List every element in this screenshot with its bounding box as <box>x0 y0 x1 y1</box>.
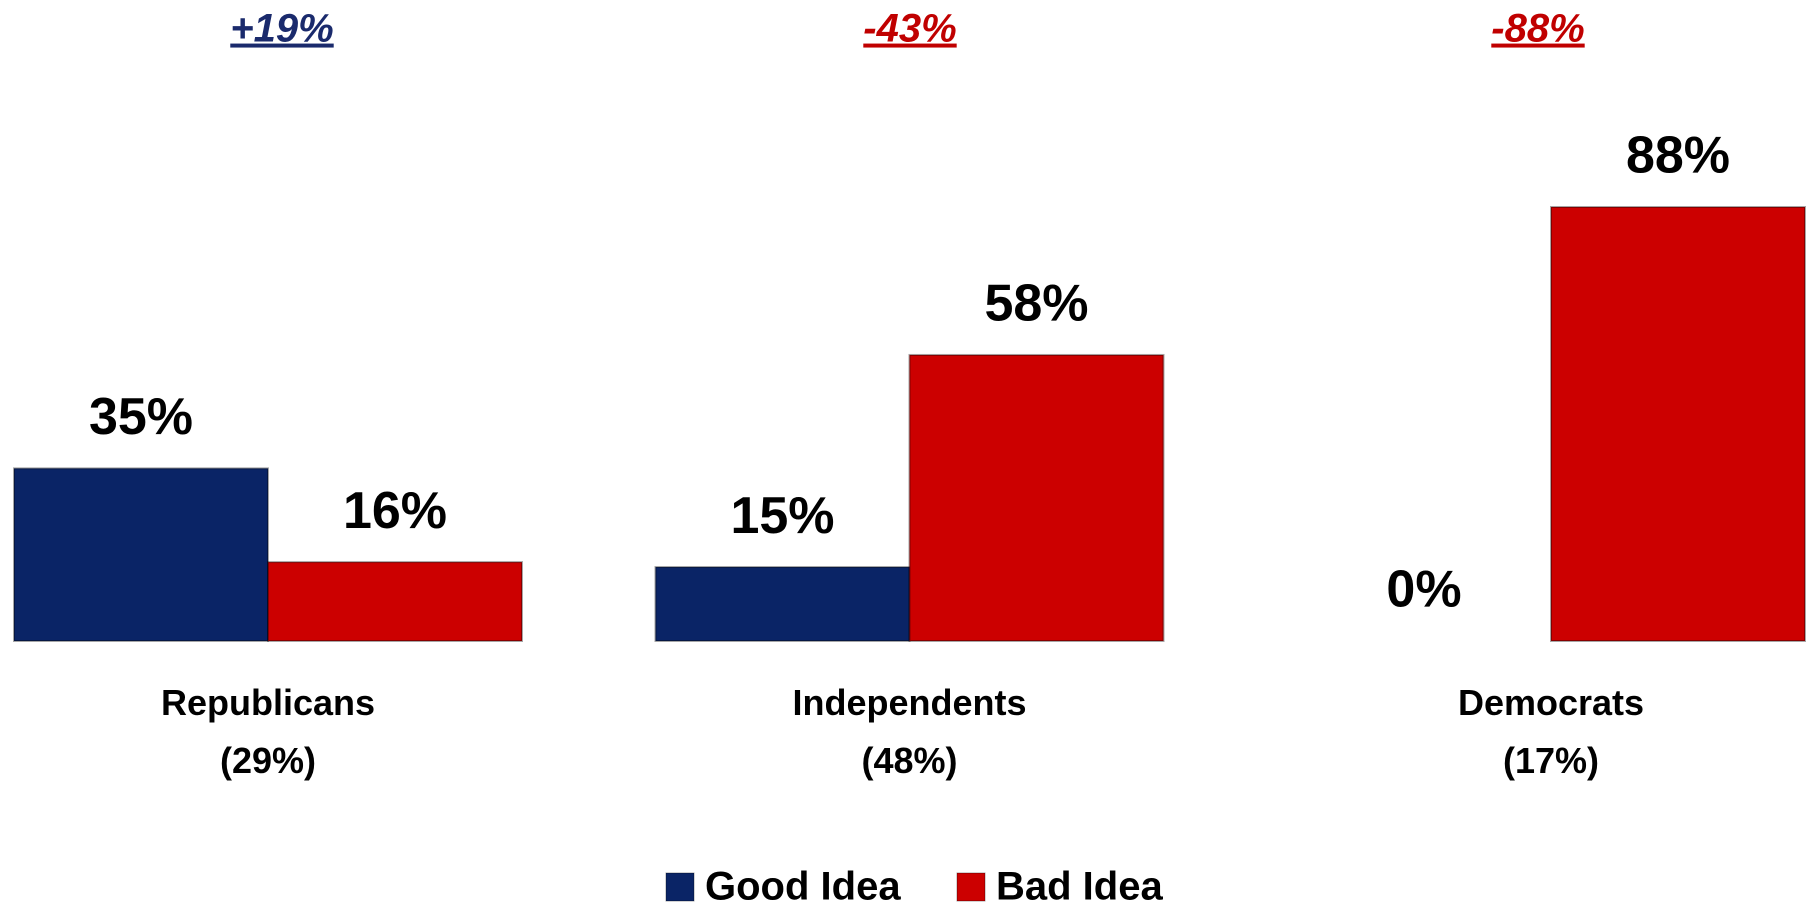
category-label: Democrats (17%) <box>1457 682 1645 781</box>
value-label: 58% <box>984 275 1088 333</box>
bar <box>654 566 911 642</box>
bar <box>1550 206 1806 642</box>
net-difference: -88% <box>1491 7 1584 51</box>
value-label: 15% <box>730 487 834 545</box>
net-difference: +19% <box>230 7 333 51</box>
legend-swatch <box>665 872 695 902</box>
value-label: 88% <box>1626 127 1730 185</box>
net-difference: -43% <box>863 7 956 51</box>
legend-label: Bad Idea <box>996 865 1163 909</box>
value-label: 0% <box>1386 561 1461 619</box>
bar <box>13 467 269 642</box>
legend-label: Good Idea <box>705 865 901 909</box>
legend-swatch <box>956 872 986 902</box>
bar <box>267 561 523 642</box>
category-label: Independents (48%) <box>792 682 1027 781</box>
value-label: 16% <box>343 482 447 540</box>
category-label: Republicans (29%) <box>160 682 376 781</box>
bar <box>908 353 1165 642</box>
value-label: 35% <box>89 388 193 446</box>
